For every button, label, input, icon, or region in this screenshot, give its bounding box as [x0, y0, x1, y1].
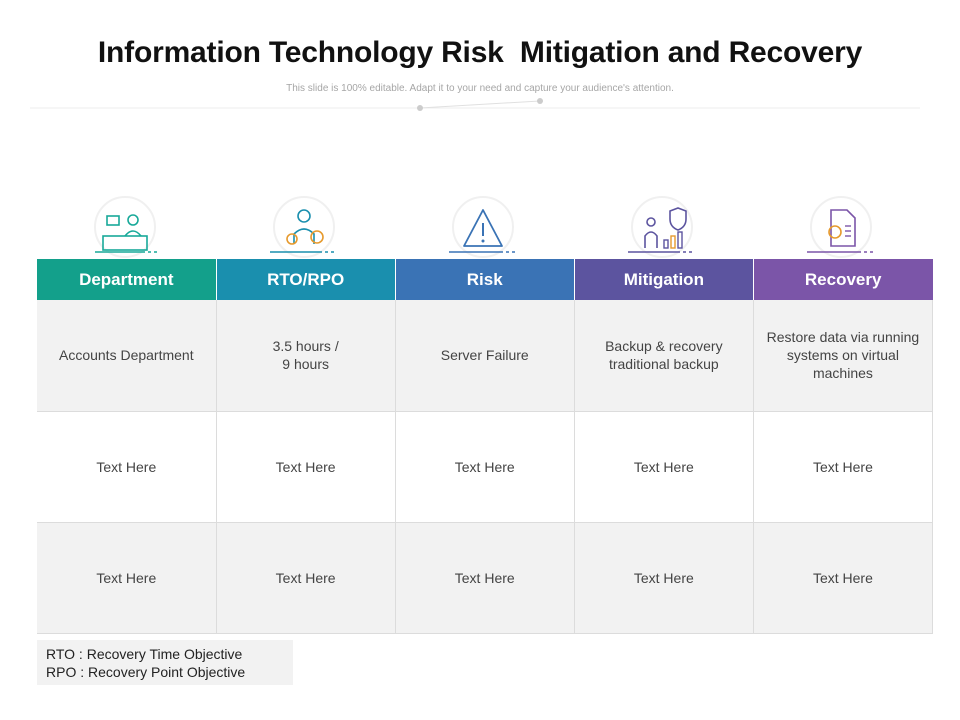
table-cell: Text Here	[574, 411, 754, 523]
header-rto-rpo: RTO/RPO	[216, 259, 396, 300]
table-row: Text Here Text Here Text Here Text Here …	[37, 411, 934, 523]
page-title: Information Technology Risk Mitigation a…	[97, 36, 863, 69]
business-shield-chart-icon	[574, 196, 753, 258]
table-cell: Server Failure	[395, 300, 575, 412]
header-risk: Risk	[395, 259, 575, 300]
table-cell: Text Here	[753, 411, 934, 523]
table-cell: Text Here	[395, 411, 575, 523]
column-icons	[37, 196, 933, 258]
header-department: Department	[37, 259, 217, 300]
decorative-divider	[30, 98, 920, 111]
table-cell: Text Here	[753, 522, 934, 634]
table-row: Accounts Department 3.5 hours / 9 hours …	[37, 300, 934, 412]
warning-triangle-icon	[395, 196, 574, 258]
document-chart-icon	[753, 196, 932, 258]
table-header-row: Department RTO/RPO Risk Mitigation Recov…	[37, 259, 933, 300]
table-cell: Restore data via running systems on virt…	[753, 300, 934, 412]
table-row: Text Here Text Here Text Here Text Here …	[37, 522, 934, 634]
header-mitigation: Mitigation	[574, 259, 754, 300]
legend-rto: RTO : Recovery Time Objective	[46, 646, 243, 662]
abbreviation-legend: RTO : Recovery Time Objective RPO : Reco…	[37, 640, 293, 685]
receptionist-desk-icon	[37, 196, 216, 258]
header-recovery: Recovery	[753, 259, 933, 300]
table-cell: Text Here	[216, 411, 396, 523]
table-cell: 3.5 hours / 9 hours	[216, 300, 396, 412]
table-cell: Text Here	[216, 522, 396, 634]
table-cell: Backup & recovery traditional backup	[574, 300, 754, 412]
legend-rpo: RPO : Recovery Point Objective	[46, 664, 246, 680]
table-cell: Accounts Department	[37, 300, 217, 412]
table-cell: Text Here	[37, 522, 217, 634]
page-subtitle: This slide is 100% editable. Adapt it to…	[286, 83, 674, 94]
risk-table: Department RTO/RPO Risk Mitigation Recov…	[37, 259, 934, 634]
table-cell: Text Here	[574, 522, 754, 634]
engineer-gears-icon	[216, 196, 395, 258]
table-cell: Text Here	[395, 522, 575, 634]
table-cell: Text Here	[37, 411, 217, 523]
